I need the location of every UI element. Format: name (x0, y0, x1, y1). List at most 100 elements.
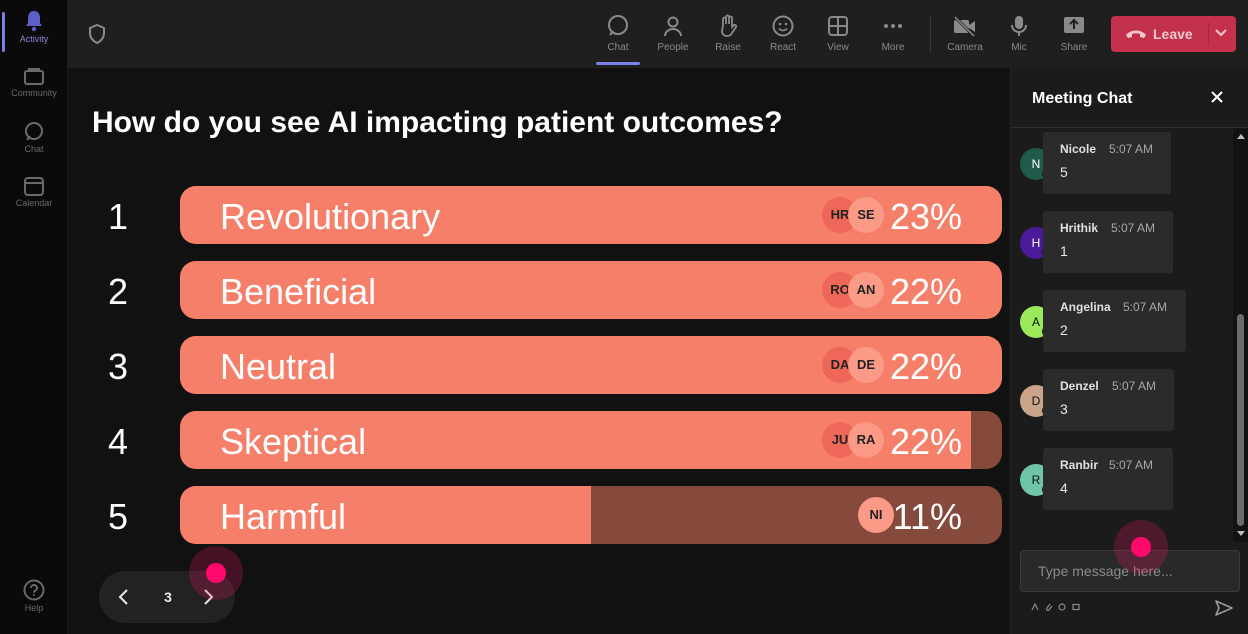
meeting-toolbar: Chat People Raise React View More Camera… (68, 0, 1248, 68)
raise-button-label: Raise (715, 42, 741, 53)
rail-item-label: Chat (24, 144, 44, 154)
option-label: Beneficial (220, 271, 377, 312)
meeting-chat-panel: Meeting Chat N Nicole 5:07 AM 5 H Hrithi… (1010, 68, 1248, 634)
mic-icon (1011, 16, 1027, 36)
rail-item-help[interactable]: Help (0, 579, 68, 613)
attach-icon[interactable] (1045, 603, 1053, 611)
message-text: 1 (1060, 243, 1068, 259)
pointer-indicator (1114, 520, 1168, 574)
sender-name: Denzel (1060, 379, 1099, 393)
react-button-label: React (769, 42, 797, 53)
format-icon[interactable] (1031, 602, 1039, 611)
smiley-icon (772, 15, 794, 37)
option-percent: 23% (889, 196, 962, 237)
avatar-initial: R (1031, 473, 1041, 487)
chat-button-label: Chat (607, 42, 629, 53)
message-input-placeholder: Type message here... (1038, 563, 1173, 579)
rail-item-community[interactable]: Community (0, 68, 68, 98)
voter-avatar: NI (858, 497, 894, 533)
camera-button[interactable]: Camera (940, 10, 990, 60)
toolbar-divider (930, 16, 931, 52)
scrollbar-thumb[interactable] (1237, 314, 1244, 526)
option-number: 3 (108, 346, 129, 387)
view-button[interactable]: View (813, 10, 863, 60)
avatar-initial: A (1031, 315, 1040, 329)
option-percent: 22% (889, 421, 962, 462)
option-number: 5 (108, 496, 129, 537)
camera-off-icon (953, 15, 976, 38)
more-button[interactable]: More (868, 10, 918, 60)
people-icon (664, 16, 682, 37)
share-button[interactable]: Share (1049, 10, 1099, 60)
message-time: 5:07 AM (1109, 458, 1154, 472)
option-bar: Skeptical JU RA 22% (180, 411, 1002, 469)
chat-button[interactable]: Chat (593, 10, 643, 65)
poll-option: 4 Skeptical JU RA 22% (68, 411, 1010, 471)
option-number: 2 (108, 271, 129, 312)
leave-label: Leave (1153, 26, 1193, 42)
people-button-label: People (657, 42, 689, 53)
message-bubble: Angelina 5:07 AM 2 (1043, 290, 1186, 352)
option-label: Neutral (220, 346, 337, 387)
chat-icon (608, 15, 628, 36)
chevron-down-icon[interactable] (1214, 28, 1228, 38)
poll-option: 5 Harmful NI 11% (68, 486, 1010, 546)
rail-item-calendar[interactable]: Calendar (0, 176, 68, 208)
voter-avatar: DE (848, 347, 884, 383)
option-label: Harmful (220, 496, 347, 537)
chevron-left-icon[interactable] (117, 588, 131, 606)
view-button-label: View (827, 42, 849, 53)
mic-button[interactable]: Mic (994, 10, 1044, 60)
more-button-label: More (881, 42, 905, 53)
poll-question: How do you see AI impacting patient outc… (92, 106, 783, 139)
community-icon (24, 68, 44, 85)
option-bar: Neutral DA DE 22% (180, 336, 1002, 394)
avatar-initial: D (1031, 394, 1041, 408)
people-button[interactable]: People (648, 10, 698, 60)
chevron-right-icon[interactable] (201, 588, 215, 606)
current-page-number: 3 (164, 589, 172, 605)
chat-scrollbar[interactable] (1233, 128, 1248, 542)
chat-message: H Hrithik 5:07 AM 1 (1011, 211, 1233, 275)
emoji-icon[interactable] (1058, 603, 1066, 611)
hang-up-icon (1126, 30, 1146, 38)
chat-message: N Nicole 5:07 AM 5 (1011, 132, 1233, 196)
option-number: 1 (108, 196, 129, 237)
rail-item-activity[interactable]: Activity (0, 10, 68, 52)
raise-hand-icon (721, 14, 738, 37)
option-label: Revolutionary (220, 196, 441, 237)
share-button-label: Share (1060, 42, 1088, 53)
raise-hand-button[interactable]: Raise (703, 10, 753, 60)
scroll-up-icon[interactable] (1236, 132, 1246, 140)
message-text: 2 (1060, 322, 1068, 338)
message-text: 3 (1060, 401, 1068, 417)
react-button[interactable]: React (758, 10, 808, 60)
leave-button[interactable]: Leave (1111, 16, 1236, 52)
grid-icon (828, 16, 848, 36)
more-icon (884, 24, 902, 28)
poll-option: 2 Beneficial RO AN 22% (68, 261, 1010, 321)
chat-title: Meeting Chat (1032, 90, 1133, 107)
camera-button-label: Camera (947, 42, 983, 53)
chat-message: R Ranbir 5:07 AM 4 (1011, 448, 1233, 512)
gif-icon[interactable] (1071, 603, 1080, 611)
message-time: 5:07 AM (1111, 221, 1156, 235)
leave-divider (1208, 22, 1209, 46)
close-icon[interactable] (1210, 90, 1224, 104)
mic-button-label: Mic (1011, 42, 1027, 53)
option-bar-fill (180, 486, 591, 544)
option-percent: 22% (889, 346, 962, 387)
message-bubble: Ranbir 5:07 AM 4 (1043, 448, 1173, 510)
message-input[interactable]: Type message here... (1020, 550, 1240, 592)
message-text: 4 (1060, 480, 1068, 496)
option-number: 4 (108, 421, 129, 462)
scroll-down-icon[interactable] (1236, 530, 1246, 538)
option-label: Skeptical (220, 421, 367, 462)
chat-icon (25, 122, 43, 141)
share-icon (1064, 17, 1084, 33)
rail-item-chat[interactable]: Chat (0, 122, 68, 154)
send-icon[interactable] (1214, 599, 1234, 617)
message-bubble: Denzel 5:07 AM 3 (1043, 369, 1174, 431)
chat-header: Meeting Chat (1011, 68, 1248, 128)
rail-item-label: Help (24, 603, 44, 613)
